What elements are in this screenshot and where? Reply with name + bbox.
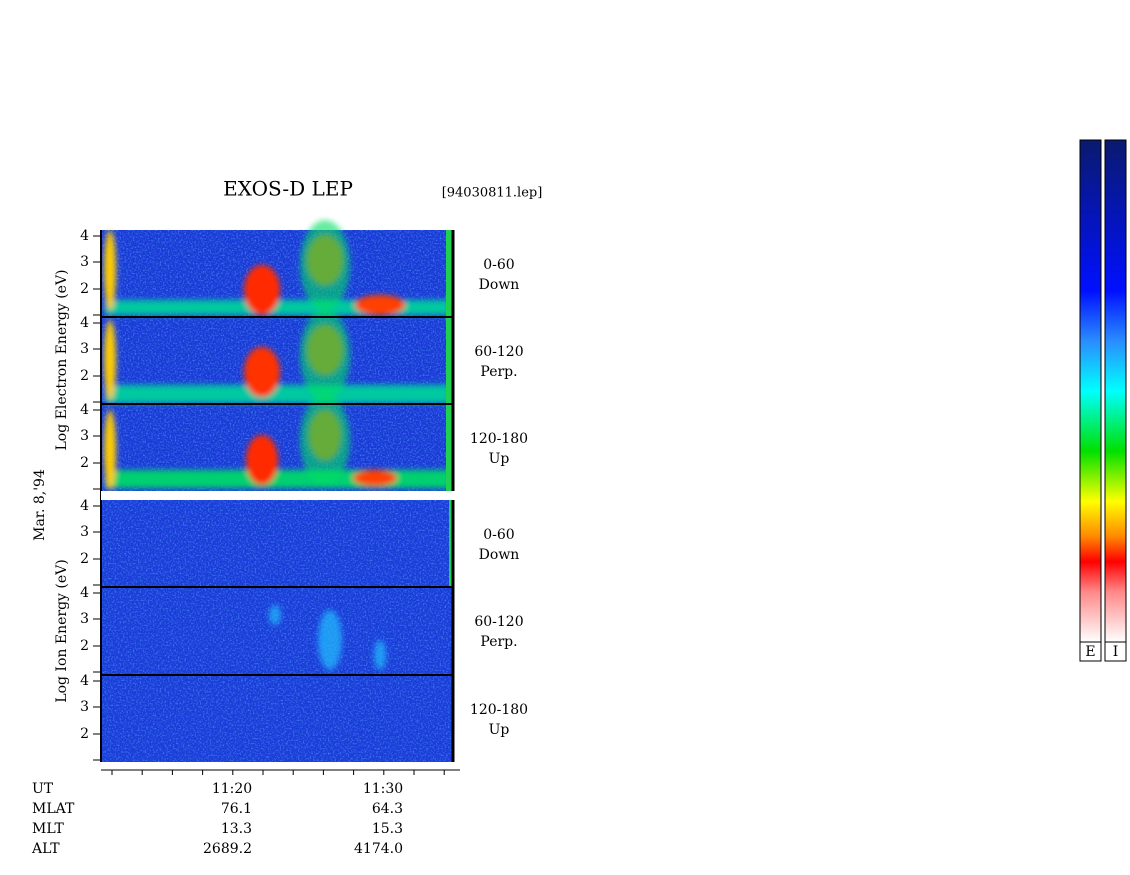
y-tick-label: 2	[80, 726, 89, 742]
y-tick-label: 4	[80, 315, 89, 331]
electron-spectrogram	[101, 220, 453, 491]
x-tick-label: 11:30	[363, 781, 403, 797]
row-value: 15.3	[372, 821, 403, 837]
row-name: UT	[32, 781, 54, 797]
colorbars	[1079, 139, 1127, 662]
y-tick-label: 3	[80, 341, 89, 357]
row-name: MLAT	[32, 801, 75, 817]
y-tick-label: 2	[80, 551, 89, 567]
y-tick-label: 4	[80, 585, 89, 601]
y-tick-label: 2	[80, 281, 89, 297]
y-tick-label: 4	[80, 402, 89, 418]
title: EXOS-D LEP	[223, 177, 353, 201]
y-tick-label: 3	[80, 611, 89, 627]
panel-label: Down	[479, 547, 520, 563]
panel-frames	[100, 230, 461, 762]
colorbar-label: E	[1085, 644, 1095, 660]
y-tick-label: 2	[80, 455, 89, 471]
y-tick-label: 3	[80, 699, 89, 715]
panel-label: Up	[489, 451, 510, 467]
ion-spectrogram	[101, 500, 453, 762]
y-tick-label: 2	[80, 368, 89, 384]
row-value: 13.3	[221, 821, 252, 837]
panel-label: 60-120	[474, 614, 523, 630]
row-value: 64.3	[372, 801, 403, 817]
y-tick-label: 4	[80, 673, 89, 689]
y-tick-label: 4	[80, 498, 89, 514]
y-tick-label: 3	[80, 428, 89, 444]
x-tick-label: 11:20	[212, 781, 252, 797]
panel-label: 60-120	[474, 344, 523, 360]
colorbar-label: I	[1113, 644, 1119, 660]
y-tick-label: 3	[80, 524, 89, 540]
panel-label: 120-180	[470, 702, 528, 718]
file-name: [94030811.lep]	[442, 186, 543, 201]
panel-label: Down	[479, 277, 520, 293]
row-name: ALT	[31, 841, 60, 857]
panel-label: 0-60	[483, 527, 514, 543]
y-tick-label: 4	[80, 228, 89, 244]
panel-label: 120-180	[470, 431, 528, 447]
panel-label: Perp.	[480, 364, 517, 380]
electron-axis-label: Log Electron Energy (eV)	[54, 269, 70, 450]
row-value: 2689.2	[203, 841, 252, 857]
panel-label: Perp.	[480, 634, 517, 650]
row-value: 76.1	[221, 801, 252, 817]
y-tick-label: 3	[80, 254, 89, 270]
y-tick-label: 2	[80, 638, 89, 654]
panel-label: 0-60	[483, 257, 514, 273]
row-name: MLT	[32, 821, 64, 837]
row-value: 4174.0	[354, 841, 403, 857]
panel-label: Up	[489, 722, 510, 738]
ion-axis-label: Log Ion Energy (eV)	[54, 559, 70, 702]
date: Mar. 8,'94	[32, 469, 48, 541]
